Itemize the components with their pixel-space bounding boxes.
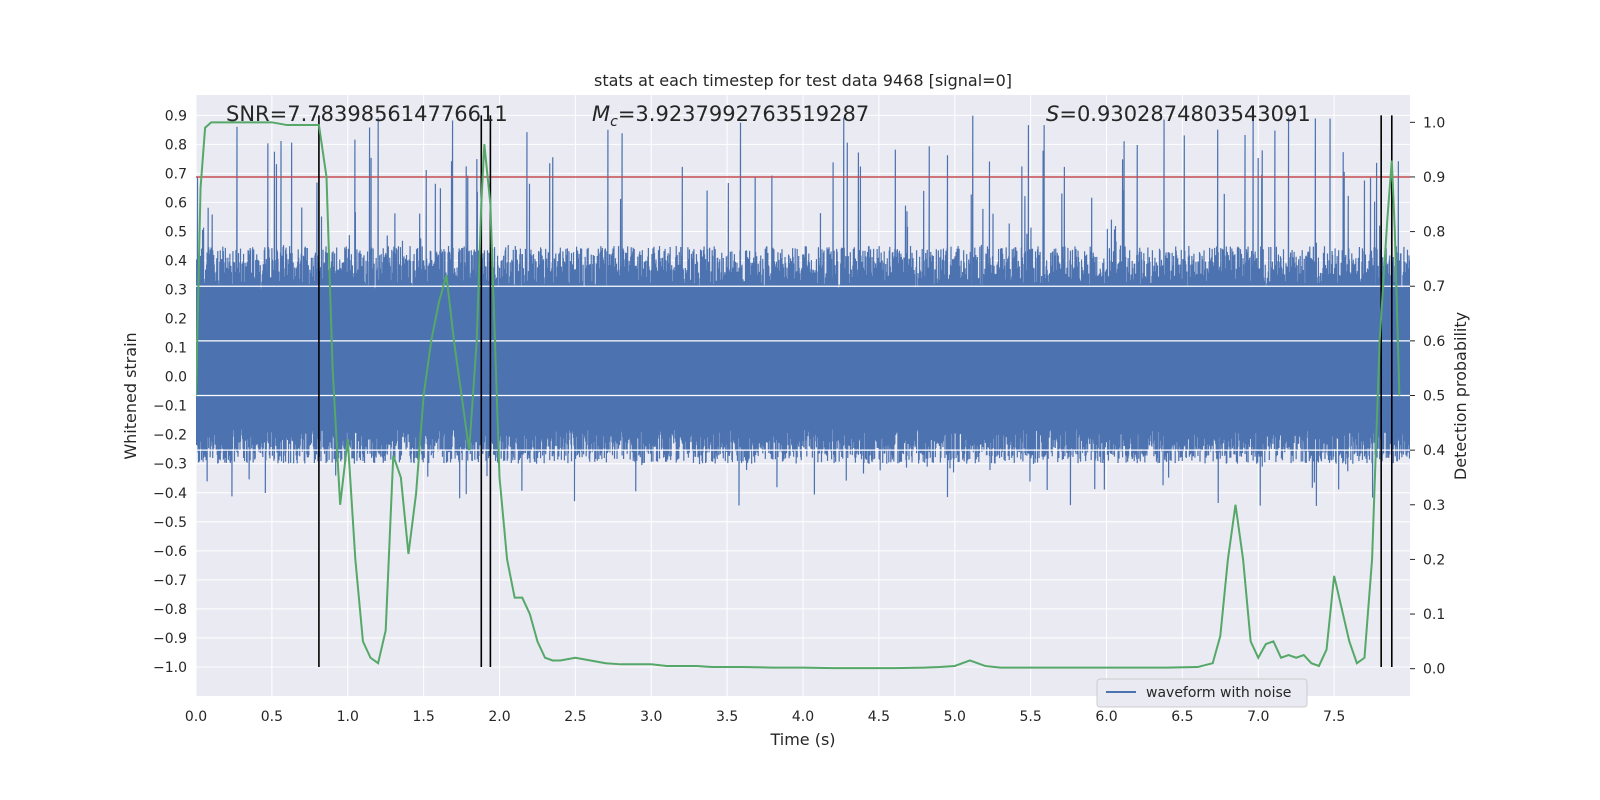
y-tick-label: −0.5	[153, 515, 187, 531]
y-tick-label: 0.2	[165, 312, 187, 328]
y-tick-label: −0.2	[153, 428, 187, 444]
x-tick-label: 6.5	[1171, 709, 1193, 725]
x-tick-label: 4.5	[868, 709, 890, 725]
y-tick-label: 0.4	[165, 253, 187, 269]
y2-tick-label: 0.8	[1423, 225, 1445, 241]
legend-box	[1096, 678, 1308, 708]
y-tick-label: 0.8	[165, 137, 187, 153]
y2-tick-label: 0.6	[1423, 334, 1445, 350]
y2-tick-label: 0.2	[1423, 552, 1445, 568]
y-tick-label: −0.7	[153, 573, 187, 589]
y-tick-label: −0.8	[153, 602, 187, 618]
y2-tick-label: 1.0	[1423, 115, 1445, 131]
y-tick-label: 0.7	[165, 166, 187, 182]
y-tick-label: 0.3	[165, 283, 187, 299]
x-tick-label: 3.0	[640, 709, 662, 725]
y2-tick-label: 0.1	[1423, 607, 1445, 623]
y2-tick-label: 0.4	[1423, 443, 1445, 459]
series-detection-probability	[196, 121, 1401, 670]
y-tick-label: 0.6	[165, 195, 187, 211]
annotation-s: S=0.9302874803543091	[1046, 102, 1311, 126]
y2-tick-label: 0.7	[1423, 279, 1445, 295]
x-tick-label: 3.5	[716, 709, 738, 725]
x-tick-label: 1.0	[337, 709, 359, 725]
x-tick-label: 2.5	[564, 709, 586, 725]
x-tick-label: 7.5	[1323, 709, 1345, 725]
legend: waveform with noise	[1096, 678, 1308, 708]
x-tick-label: 5.5	[1019, 709, 1041, 725]
y2-tick-label: 0.9	[1423, 170, 1445, 186]
y-tick-label: −1.0	[153, 660, 187, 676]
y-tick-label: −0.3	[153, 457, 187, 473]
x-tick-label: 4.0	[792, 709, 814, 725]
y-ticks: 0.9 0.8 0.7 0.6 0.5 0.4 0.3 0.2 0.1 0.0 −0.1 −0.2 −0…	[153, 108, 187, 676]
y2-tick-label: 0.3	[1423, 498, 1445, 514]
y2-tick-label: 0.0	[1423, 662, 1445, 678]
x-tick-label: 2.0	[488, 709, 510, 725]
legend-label: waveform with noise	[1146, 685, 1291, 701]
annotation-chirp-mass-value: =3.9237992763519287	[618, 102, 869, 126]
x-tick-label: 6.0	[1095, 709, 1117, 725]
y-tick-label: −0.1	[153, 399, 187, 415]
y2-ticks: 1.0 0.9 0.8 0.7 0.6 0.5 0.4 0.3 0.2 0.1 0.0	[1410, 115, 1445, 678]
strain-gridline-overlay	[196, 285, 1410, 451]
annotation-snr: SNR=7.783985614776611	[226, 102, 508, 126]
chart-title: stats at each timestep for test data 946…	[594, 71, 1012, 90]
y2-tick-label: 0.5	[1423, 389, 1445, 405]
y-tick-label: 0.0	[165, 370, 187, 386]
x-tick-label: 1.5	[412, 709, 434, 725]
y-tick-label: 0.9	[165, 108, 187, 124]
y-tick-label: 0.5	[165, 224, 187, 240]
series-waveform-with-noise	[196, 115, 1410, 506]
y-tick-label: 0.1	[165, 341, 187, 357]
y-tick-label: −0.6	[153, 544, 187, 560]
x-tick-label: 7.0	[1247, 709, 1269, 725]
x-tick-label: 0.5	[261, 709, 283, 725]
annotation-chirp-mass: Mc=3.9237992763519287	[592, 102, 869, 130]
annotation-s-value: =0.9302874803543091	[1059, 102, 1310, 126]
y-tick-label: −0.9	[153, 631, 187, 647]
x-ticks: 0.0 0.5 1.0 1.5 2.0 2.5 3.0 3.5 4.0 4.5 5.0 5.5 6.0 6…	[185, 709, 1345, 725]
x-axis-label: Time (s)	[769, 730, 835, 749]
y2-axis-label: Detection probability	[1451, 312, 1470, 480]
x-tick-label: 5.0	[944, 709, 966, 725]
y-axis-label: Whitened strain	[121, 332, 140, 459]
y-tick-label: −0.4	[153, 486, 187, 502]
x-tick-label: 0.0	[185, 709, 207, 725]
